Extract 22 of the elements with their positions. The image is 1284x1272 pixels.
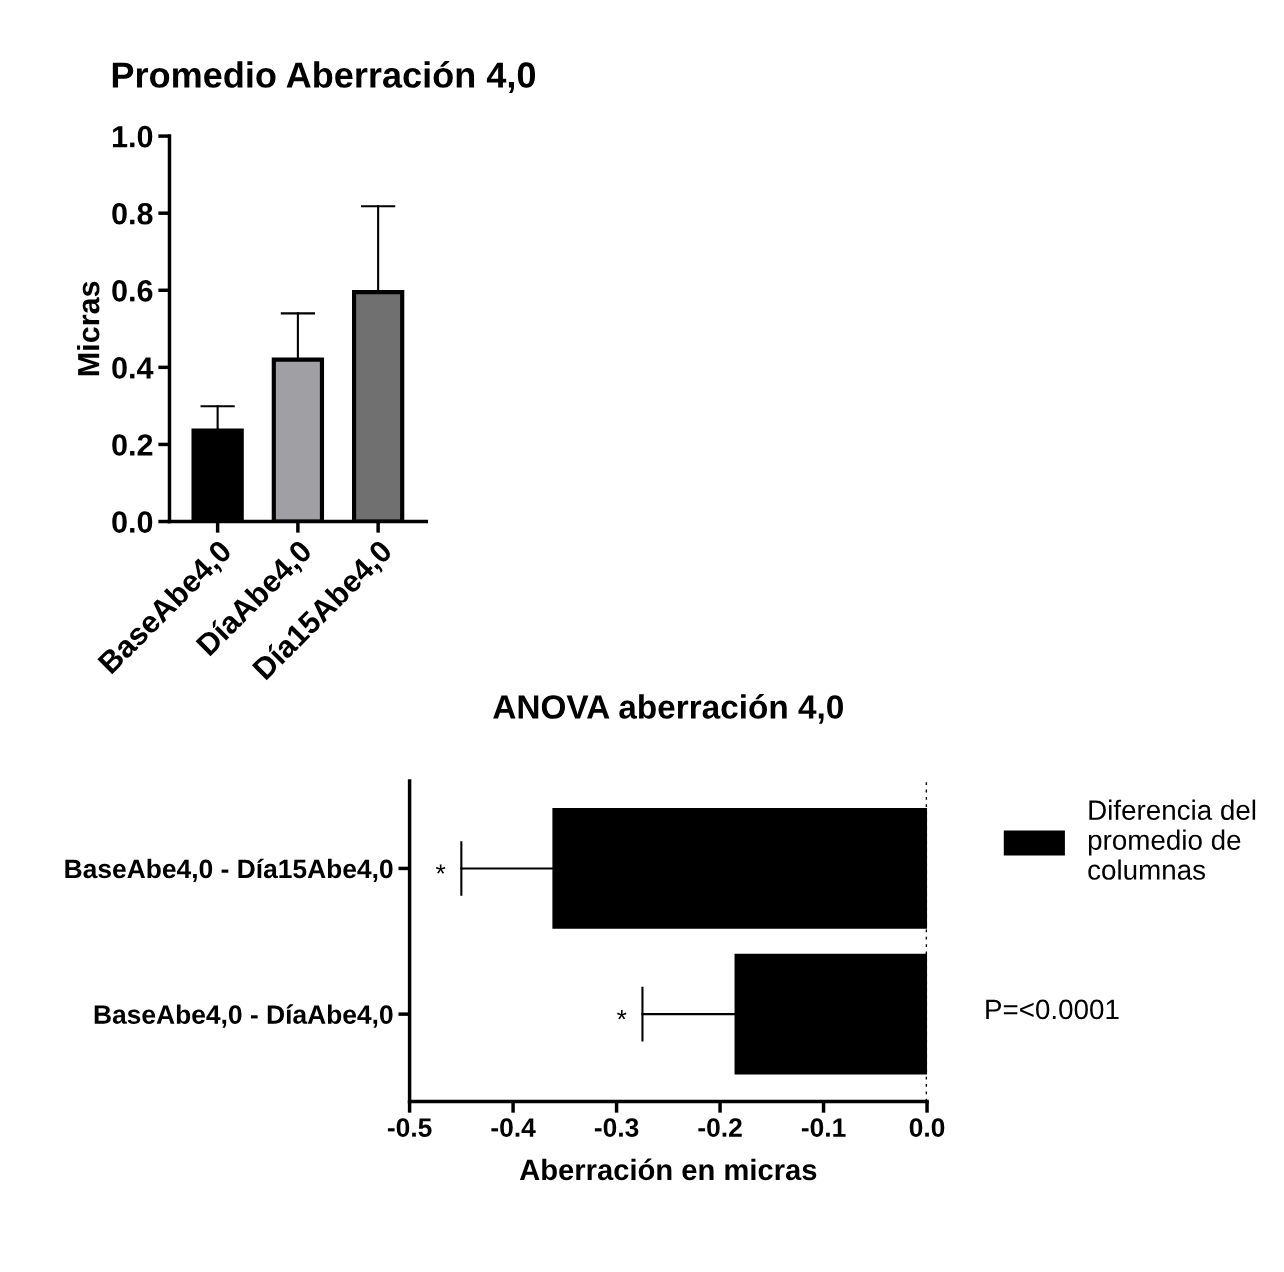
chart-title: Promedio Aberración 4,0 bbox=[112, 61, 536, 94]
y-tick-label: 0.4 bbox=[112, 357, 154, 379]
x-axis-title: Aberración en micras bbox=[519, 1158, 817, 1181]
y-axis-title: Micras bbox=[77, 281, 100, 376]
text: P=<0.0001 bbox=[986, 999, 1119, 1020]
x-tick-label: -0.2 bbox=[698, 1118, 742, 1137]
y-tick-label: BaseAbe4,0 - Día15Abe4,0 bbox=[65, 858, 393, 883]
x-tick-label: 0.0 bbox=[909, 1118, 945, 1137]
y-tick-label: 0.8 bbox=[112, 202, 153, 225]
x-tick-label: -0.3 bbox=[594, 1118, 639, 1137]
x-tick-label: -0.5 bbox=[387, 1118, 432, 1137]
y-tick-label: 0.2 bbox=[112, 434, 153, 456]
annotation: * bbox=[435, 864, 446, 874]
x-tick-label: -0.1 bbox=[801, 1118, 846, 1137]
chart-title: ANOVA aberración 4,0 bbox=[493, 694, 843, 724]
y-tick-label: 0.0 bbox=[112, 511, 153, 533]
legend-label: Diferencia del promedio de columnas bbox=[1088, 799, 1256, 880]
x-tick-label: -0.4 bbox=[491, 1118, 536, 1137]
annotation: * bbox=[617, 1010, 627, 1020]
y-tick-label: 0.6 bbox=[112, 280, 153, 302]
y-tick-label: 1.0 bbox=[112, 125, 153, 148]
y-tick-label: BaseAbe4,0 - DíaAbe4,0 bbox=[94, 1004, 393, 1028]
